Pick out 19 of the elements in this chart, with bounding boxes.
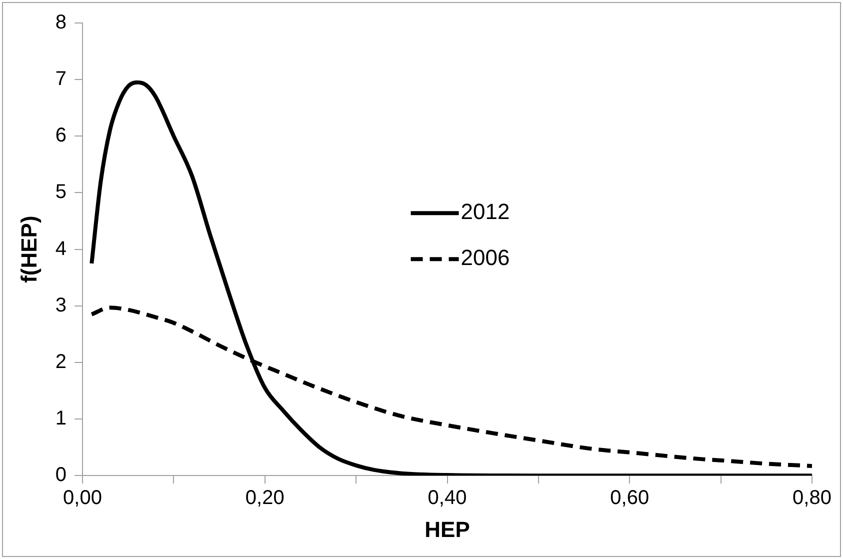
y-axis-title: f(HEP) bbox=[16, 216, 42, 283]
x-tick-label: 0,40 bbox=[428, 487, 467, 510]
x-tick-label: 0,20 bbox=[245, 487, 284, 510]
x-tick-label: 0,00 bbox=[63, 487, 102, 510]
y-tick-label: 4 bbox=[55, 238, 67, 260]
y-tick-label: 1 bbox=[55, 408, 67, 430]
y-tick-label: 2 bbox=[55, 350, 67, 373]
y-tick-label: 6 bbox=[55, 124, 67, 147]
x-tick-label: 0,80 bbox=[792, 487, 832, 510]
line-series bbox=[90, 80, 812, 476]
y-tick-label: 5 bbox=[55, 181, 67, 204]
legend-label: 2006 bbox=[460, 245, 510, 270]
y-tick-label: 7 bbox=[55, 68, 67, 90]
x-axis-title: HEP bbox=[424, 516, 470, 542]
y-tick-label: 3 bbox=[55, 294, 67, 316]
y-tick-label: 8 bbox=[55, 12, 67, 34]
y-tick-label: 0 bbox=[55, 464, 67, 486]
legend-label: 2012 bbox=[460, 199, 510, 224]
x-tick-label: 0,60 bbox=[610, 487, 650, 510]
